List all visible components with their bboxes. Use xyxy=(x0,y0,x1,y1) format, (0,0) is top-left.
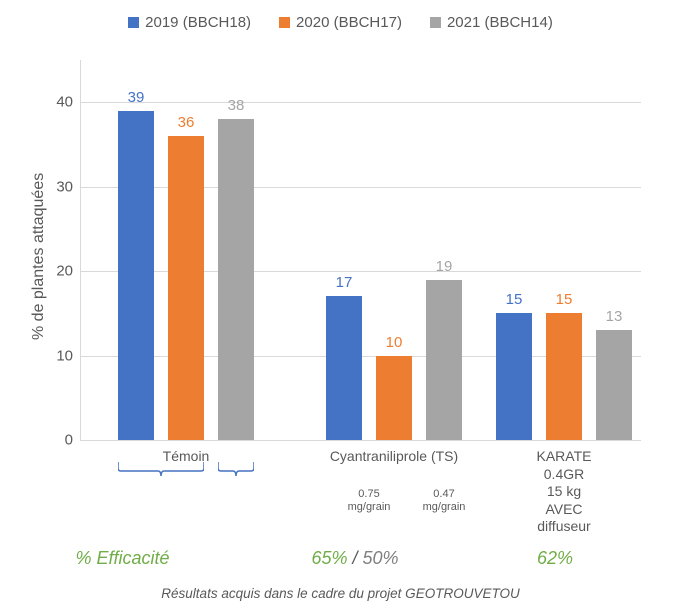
legend-label: 2019 (BBCH18) xyxy=(145,14,251,31)
bar xyxy=(218,119,254,440)
y-axis-label: % de plantes attaquées xyxy=(30,173,48,340)
plot-area: 010203040393638Témoin171019Cyantranilipr… xyxy=(80,60,641,441)
chart-container: 2019 (BBCH18) 2020 (BBCH17) 2021 (BBCH14… xyxy=(0,0,681,612)
bar xyxy=(546,313,582,440)
bar-value-label: 13 xyxy=(606,308,623,325)
legend: 2019 (BBCH18) 2020 (BBCH17) 2021 (BBCH14… xyxy=(0,0,681,31)
y-tick-label: 20 xyxy=(56,263,73,280)
bar-value-label: 39 xyxy=(128,89,145,106)
legend-swatch xyxy=(430,17,441,28)
grid-line xyxy=(81,271,641,272)
bar xyxy=(326,296,362,440)
footer-text: Résultats acquis dans le cadre du projet… xyxy=(0,586,681,601)
bar xyxy=(168,136,204,440)
bar-value-label: 15 xyxy=(556,291,573,308)
efficacy-row: % Efficacité65% / 50%62% xyxy=(0,548,681,569)
bar-value-label: 10 xyxy=(386,334,403,351)
legend-item-2021: 2021 (BBCH14) xyxy=(430,14,553,31)
bar-value-label: 36 xyxy=(178,114,195,131)
legend-item-2019: 2019 (BBCH18) xyxy=(128,14,251,31)
bar xyxy=(376,356,412,440)
y-tick-label: 30 xyxy=(56,178,73,195)
bar-value-label: 38 xyxy=(228,97,245,114)
x-sub-label: 0.47mg/grain xyxy=(423,488,466,513)
brace-icon xyxy=(218,462,254,480)
grid-line xyxy=(81,187,641,188)
bar-value-label: 17 xyxy=(336,274,353,291)
legend-swatch xyxy=(128,17,139,28)
y-tick-label: 0 xyxy=(65,432,73,449)
x-sub-label: 0.75mg/grain xyxy=(348,488,391,513)
efficacy-title: % Efficacité xyxy=(0,548,245,569)
legend-item-2020: 2020 (BBCH17) xyxy=(279,14,402,31)
brace-icon xyxy=(118,462,204,480)
legend-label: 2020 (BBCH17) xyxy=(296,14,402,31)
x-category-label: Cyantraniliprole (TS) xyxy=(330,448,458,466)
x-category-label: KARATE 0.4GR15 kgAVEC diffuseur xyxy=(526,448,603,536)
efficacy-value: 62% xyxy=(465,548,645,569)
bar xyxy=(426,280,462,440)
legend-swatch xyxy=(279,17,290,28)
bar xyxy=(596,330,632,440)
efficacy-value: 65% / 50% xyxy=(245,548,465,569)
bar xyxy=(118,111,154,440)
bar-value-label: 19 xyxy=(436,258,453,275)
y-tick-label: 40 xyxy=(56,94,73,111)
bar-value-label: 15 xyxy=(506,291,523,308)
y-tick-label: 10 xyxy=(56,347,73,364)
bar xyxy=(496,313,532,440)
grid-line xyxy=(81,102,641,103)
legend-label: 2021 (BBCH14) xyxy=(447,14,553,31)
